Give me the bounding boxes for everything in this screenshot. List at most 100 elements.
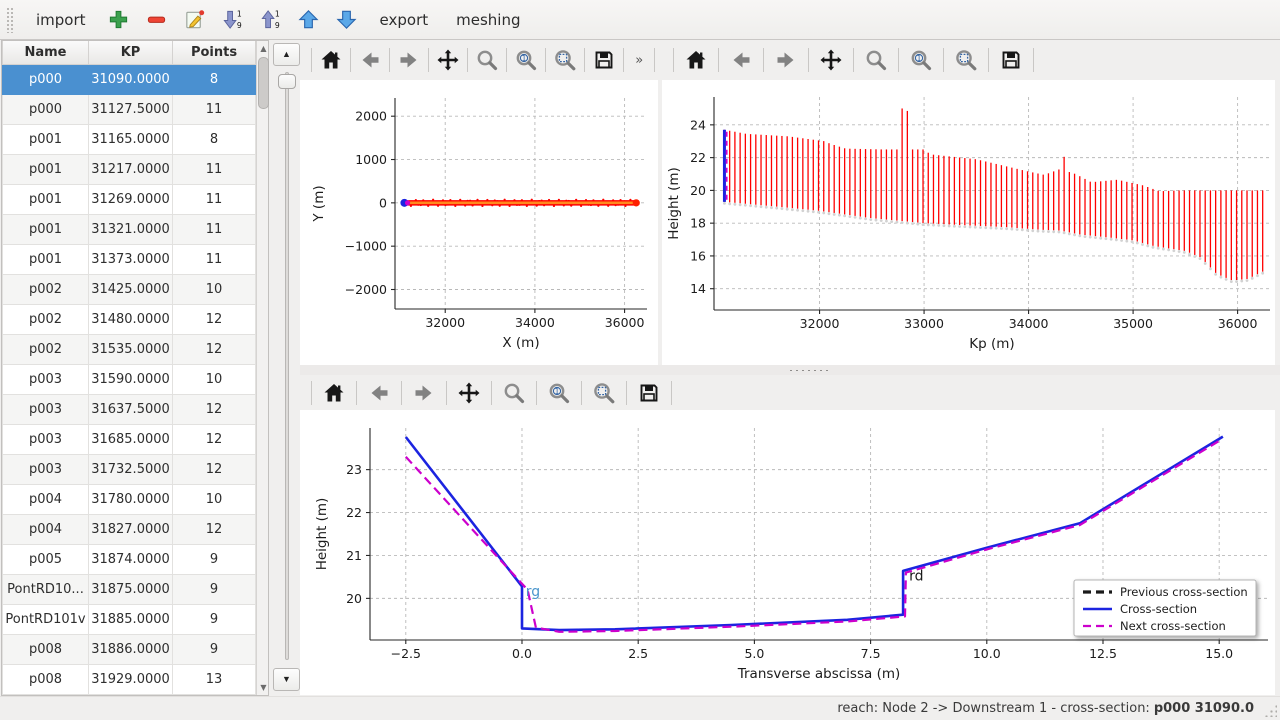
table-row[interactable]: p004 31780.0000 10 (2, 483, 256, 515)
section-slider-handle[interactable] (278, 74, 296, 89)
table-row[interactable]: p008 31929.0000 13 (2, 663, 256, 696)
table-cell[interactable]: 12 (172, 423, 256, 455)
table-cell[interactable]: 31886.0000 (88, 633, 173, 665)
table-row[interactable]: p003 31590.0000 10 (2, 363, 256, 395)
zoom-button[interactable] (859, 44, 893, 76)
table-cell[interactable]: 9 (172, 573, 256, 605)
table-row[interactable]: p003 31685.0000 12 (2, 423, 256, 455)
forward-button[interactable] (395, 44, 423, 76)
table-cell[interactable]: 11 (172, 183, 256, 215)
pan-button[interactable] (452, 377, 486, 409)
table-cell[interactable]: 8 (172, 123, 256, 155)
zoom-original-button[interactable]: 1 (512, 44, 540, 76)
table-cell[interactable]: 8 (172, 63, 256, 95)
table-row[interactable]: p005 31874.0000 9 (2, 543, 256, 575)
save-button[interactable] (590, 44, 618, 76)
table-cell[interactable]: 10 (172, 273, 256, 305)
sort-ascending-button[interactable]: 1 9 (254, 4, 288, 36)
back-button[interactable] (356, 44, 384, 76)
sort-descending-button[interactable]: 1 9 (216, 4, 250, 36)
table-cell[interactable]: p004 (2, 513, 89, 545)
table-cell[interactable]: 9 (172, 543, 256, 575)
home-button[interactable] (317, 377, 351, 409)
zoom-selection-button[interactable] (949, 44, 983, 76)
table-cell[interactable]: p008 (2, 633, 89, 665)
section-slider-track[interactable] (285, 72, 289, 660)
table-cell[interactable]: p002 (2, 303, 89, 335)
cross-section-plot[interactable]: −2.5 0.0 2.5 5.0 7.5 10.0 12.5 15.0 20 21 22 23 Tran… (300, 410, 1275, 695)
table-cell[interactable]: 12 (172, 393, 256, 425)
table-row[interactable]: p003 31637.5000 12 (2, 393, 256, 425)
table-cell[interactable]: 31373.0000 (88, 243, 173, 275)
column-header-points[interactable]: Points (172, 41, 256, 65)
table-row[interactable]: p001 31269.0000 11 (2, 183, 256, 215)
table-cell[interactable]: 12 (172, 453, 256, 485)
back-button[interactable] (362, 377, 396, 409)
table-cell[interactable]: 31425.0000 (88, 273, 173, 305)
zoom-button[interactable] (497, 377, 531, 409)
horizontal-splitter[interactable] (300, 365, 1280, 375)
save-button[interactable] (632, 377, 666, 409)
table-cell[interactable]: 31875.0000 (88, 573, 173, 605)
table-cell[interactable]: p004 (2, 483, 89, 515)
table-cell[interactable]: 31885.0000 (88, 603, 173, 635)
table-row[interactable]: p003 31732.5000 12 (2, 453, 256, 485)
table-cell[interactable]: p008 (2, 663, 89, 696)
table-row[interactable]: PontRD101v 31885.0000 9 (2, 603, 256, 635)
zoom-selection-button[interactable] (587, 377, 621, 409)
zoom-original-button[interactable]: 1 (542, 377, 576, 409)
table-scrollbar-thumb[interactable] (258, 57, 269, 109)
table-cell[interactable]: 31269.0000 (88, 183, 173, 215)
table-cell[interactable]: 11 (172, 153, 256, 185)
column-header-kp[interactable]: KP (88, 41, 173, 65)
table-cell[interactable]: 12 (172, 513, 256, 545)
table-row[interactable]: p000 31090.0000 8 (2, 63, 256, 95)
toolbar-overflow-chevron[interactable]: » (635, 52, 644, 68)
scroll-down-icon[interactable]: ▼ (260, 683, 267, 692)
table-cell[interactable]: 31090.0000 (88, 63, 173, 95)
table-cell[interactable]: 11 (172, 213, 256, 245)
table-cell[interactable]: p000 (2, 93, 89, 125)
table-row[interactable]: p001 31217.0000 11 (2, 153, 256, 185)
table-cell[interactable]: p001 (2, 213, 89, 245)
zoom-button[interactable] (473, 44, 501, 76)
table-cell[interactable]: 31685.0000 (88, 423, 173, 455)
table-cell[interactable]: p003 (2, 423, 89, 455)
table-cell[interactable]: 31165.0000 (88, 123, 173, 155)
table-cell[interactable]: 12 (172, 333, 256, 365)
move-down-button[interactable] (330, 4, 364, 36)
forward-button[interactable] (407, 377, 441, 409)
table-cell[interactable]: p005 (2, 543, 89, 575)
table-row[interactable]: p004 31827.0000 12 (2, 513, 256, 545)
table-cell[interactable]: 31127.5000 (88, 93, 173, 125)
table-header[interactable]: Name KP Points (2, 41, 256, 65)
home-button[interactable] (317, 44, 345, 76)
table-row[interactable]: p001 31373.0000 11 (2, 243, 256, 275)
toolbar-grip[interactable] (6, 6, 14, 33)
table-cell[interactable]: 31590.0000 (88, 363, 173, 395)
table-cell[interactable]: 31535.0000 (88, 333, 173, 365)
table-cell[interactable]: 31637.5000 (88, 393, 173, 425)
add-section-button[interactable] (102, 4, 136, 36)
table-cell[interactable]: p003 (2, 363, 89, 395)
import-button[interactable]: import (24, 5, 98, 35)
table-cell[interactable]: 13 (172, 663, 256, 696)
edit-section-button[interactable] (178, 4, 212, 36)
table-row[interactable]: p001 31321.0000 11 (2, 213, 256, 245)
table-row[interactable]: p000 31127.5000 11 (2, 93, 256, 125)
table-cell[interactable]: 9 (172, 603, 256, 635)
longitudinal-profile-plot[interactable]: 32000 33000 34000 35000 36000 14 16 18 20 22 24 Kp … (662, 80, 1275, 365)
table-cell[interactable]: PontRD101v (2, 603, 89, 635)
home-button[interactable] (679, 44, 713, 76)
table-cell[interactable]: p001 (2, 123, 89, 155)
back-button[interactable] (724, 44, 758, 76)
table-cell[interactable]: 31217.0000 (88, 153, 173, 185)
table-cell[interactable]: PontRD10... (2, 573, 89, 605)
table-cell[interactable]: 31874.0000 (88, 543, 173, 575)
table-cell[interactable]: p001 (2, 243, 89, 275)
table-cell[interactable]: p003 (2, 453, 89, 485)
table-cell[interactable]: p002 (2, 333, 89, 365)
table-row[interactable]: p001 31165.0000 8 (2, 123, 256, 155)
pan-button[interactable] (814, 44, 848, 76)
meshing-button[interactable]: meshing (444, 5, 532, 35)
